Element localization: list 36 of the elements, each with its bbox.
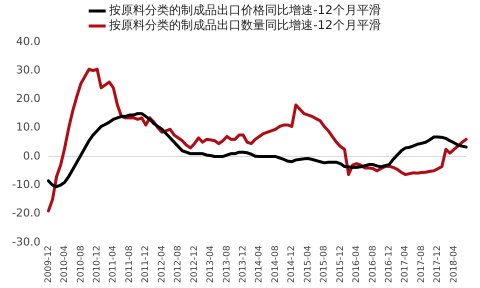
y-tick-label: -20.0 <box>12 206 40 220</box>
x-tick-label: 2016-04 <box>352 245 362 284</box>
x-tick-label: 2012-08 <box>174 245 184 284</box>
x-tick-label: 2013-04 <box>206 245 216 284</box>
legend-label: 按原料分类的制成品出口数量同比增速-12个月平滑 <box>109 18 381 32</box>
x-tick-label: 2011-08 <box>124 245 135 284</box>
y-tick-label: 20.0 <box>16 92 40 106</box>
x-tick-label: 2012-12 <box>190 245 200 284</box>
x-tick-label: 2011-12 <box>141 245 152 284</box>
x-tick-label: 2012-04 <box>157 245 168 284</box>
x-tick-label: 2013-08 <box>222 245 232 284</box>
x-tick-label: 2015-04 <box>303 245 314 284</box>
y-tick-label: -30.0 <box>12 235 40 248</box>
x-tick-label: 2013-12 <box>238 245 248 284</box>
x-tick-label: 2009-12 <box>44 245 54 284</box>
y-tick-label: 0.0 <box>22 149 40 162</box>
x-tick-label: 2017-12 <box>433 245 444 284</box>
y-tick-label: 40.0 <box>16 34 40 48</box>
y-tick-label: -10.0 <box>12 178 40 191</box>
x-tick-label: 2014-04 <box>254 245 265 284</box>
x-tick-label: 2016-08 <box>368 245 378 284</box>
x-tick-label: 2015-12 <box>336 245 346 284</box>
x-tick-label: 2017-04 <box>400 245 411 284</box>
x-tick-label: 2017-08 <box>416 245 427 284</box>
x-tick-label: 2010-08 <box>76 245 86 284</box>
x-tick-label: 2018-04 <box>449 245 460 284</box>
x-tick-label: 2010-12 <box>92 245 102 284</box>
y-tick-label: 30.0 <box>16 63 40 76</box>
x-tick-label: 2015-08 <box>320 245 330 284</box>
y-tick-label: 10.0 <box>16 120 40 134</box>
legend-label: 按原料分类的制成品出口价格同比增速-12个月平滑 <box>109 3 381 18</box>
x-tick-label: 2016-12 <box>384 245 394 284</box>
x-tick-label: 2014-12 <box>287 245 298 284</box>
x-tick-label: 2010-04 <box>60 245 70 284</box>
x-tick-label: 2011-04 <box>108 245 119 284</box>
x-tick-label: 2014-08 <box>270 245 281 284</box>
